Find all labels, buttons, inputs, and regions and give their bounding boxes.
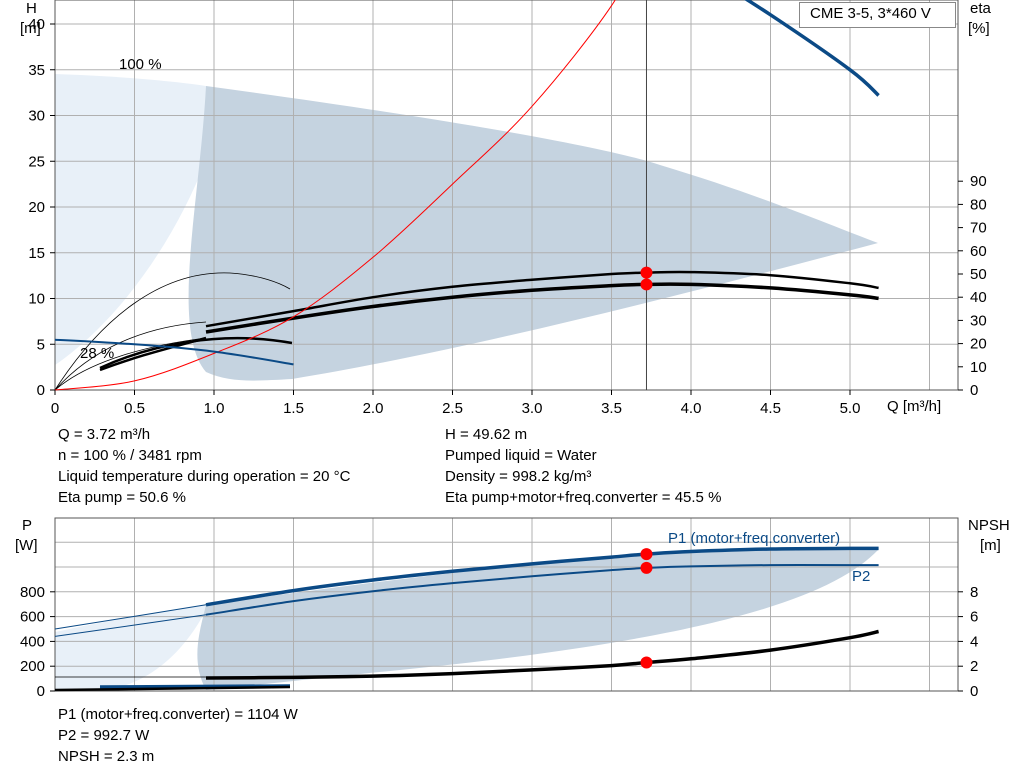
- x-tick-label-4: 4.0: [681, 400, 702, 417]
- h-tick-label-40: 40: [28, 16, 45, 33]
- h-tick-label-10: 10: [28, 291, 45, 308]
- head-region: [188, 86, 878, 381]
- p1-curve: [205, 546, 879, 607]
- npsh-tick-label-2: 2: [970, 658, 978, 675]
- npsh-tick-label-0: 0: [970, 683, 978, 700]
- info-q: Q = 3.72 m³/h: [58, 426, 151, 443]
- p1-marker: [640, 548, 653, 561]
- info-eta-pump: Eta pump = 50.6 %: [58, 489, 186, 506]
- p2-curve-thin: [54, 614, 207, 637]
- model-label: CME 3-5, 3*460 V: [810, 5, 931, 22]
- npsh-marker: [640, 656, 653, 669]
- eta-axis-label: eta: [970, 0, 991, 17]
- npsh-axis-unit: [m]: [980, 537, 1001, 554]
- eta-tick-label-70: 70: [970, 220, 987, 237]
- p-tick-label-400: 400: [20, 633, 45, 650]
- p2-curve-label: P2: [852, 568, 871, 585]
- h-tick-label-20: 20: [28, 199, 45, 216]
- info-p1: P1 (motor+freq.converter) = 1104 W: [58, 706, 298, 723]
- h-tick-label-5: 5: [37, 336, 45, 353]
- info-npsh: NPSH = 2.3 m: [58, 748, 155, 765]
- x-tick-label-5: 5.0: [840, 400, 861, 417]
- info-temperature: Liquid temperature during operation = 20…: [58, 468, 351, 485]
- power-region-light: [55, 605, 206, 690]
- info-n: n = 100 % / 3481 rpm: [58, 447, 202, 464]
- p-tick-label-800: 800: [20, 584, 45, 601]
- npsh-tick-label-6: 6: [970, 609, 978, 626]
- h-tick-label-35: 35: [28, 62, 45, 79]
- eta-tick-label-90: 90: [970, 173, 987, 190]
- info-density: Density = 998.2 kg/m³: [445, 468, 592, 485]
- eta-tick-label-30: 30: [970, 312, 987, 329]
- eta-tick-label-50: 50: [970, 266, 987, 283]
- curve-28: [54, 338, 294, 366]
- p2-marker: [640, 561, 653, 574]
- x-tick-label-4.5: 4.5: [760, 400, 781, 417]
- x-tick-label-2: 2.0: [363, 400, 384, 417]
- eta-total-curve: [205, 282, 879, 334]
- head-region-light: [55, 74, 206, 365]
- eta-curve-thin-upper: [54, 272, 291, 391]
- eta-curve-thin-low: [54, 337, 207, 391]
- eta-tick-label-0: 0: [970, 382, 978, 399]
- h-tick-label-25: 25: [28, 153, 45, 170]
- h-tick-label-30: 30: [28, 108, 45, 125]
- eta-curve-thin-mid: [54, 321, 207, 391]
- head-axes: 0 0.5 1.0 1.5 2.0 2.5 3.0 3.5 4.0 4.5 5.0 0 5 10 15 20 2…: [28, 16, 987, 417]
- x-tick-label-1: 1.0: [204, 400, 225, 417]
- eta-pump-marker: [640, 266, 653, 279]
- eta-tick-label-40: 40: [970, 289, 987, 306]
- eta-curve-28-thick-b: [99, 336, 207, 372]
- h-axis-label: H: [26, 0, 37, 17]
- p-tick-label-200: 200: [20, 658, 45, 675]
- info-p2: P2 = 992.7 W: [58, 727, 150, 744]
- info-h: H = 49.62 m: [445, 426, 528, 443]
- head-frame: [54, 0, 959, 391]
- p-axis-label: P: [22, 517, 33, 534]
- p1-curve-label: P1 (motor+freq.converter): [668, 530, 841, 547]
- x-tick-label-0.5: 0.5: [124, 400, 145, 417]
- power-chart: 0 200 400 600 800 0 2 4 6 8: [20, 517, 978, 700]
- eta-tick-label-60: 60: [970, 243, 987, 260]
- npsh-curve-28: [54, 685, 291, 692]
- eta-tick-label-10: 10: [970, 359, 987, 376]
- x-tick-label-1.5: 1.5: [283, 400, 304, 417]
- npsh-tick-label-8: 8: [970, 584, 978, 601]
- eta-tick-label-20: 20: [970, 336, 987, 353]
- power-axes: 0 200 400 600 800 0 2 4 6 8: [20, 584, 978, 700]
- power-region: [197, 549, 879, 690]
- h-axis-unit: [m]: [20, 20, 41, 37]
- curve-label-100: 100 %: [119, 56, 162, 73]
- p-axis-unit: [W]: [15, 537, 38, 554]
- x-tick-label-2.5: 2.5: [442, 400, 463, 417]
- info-liquid: Pumped liquid = Water: [445, 447, 597, 464]
- eta-axis-unit: [%]: [968, 20, 990, 37]
- npsh-tick-label-4: 4: [970, 633, 978, 650]
- npsh-curve: [205, 629, 879, 680]
- eta-tick-label-80: 80: [970, 196, 987, 213]
- x-tick-label-3.5: 3.5: [601, 400, 622, 417]
- head-chart: 0 0.5 1.0 1.5 2.0 2.5 3.0 3.5 4.0 4.5 5.0 0 5 10 15 20 2…: [28, 0, 987, 417]
- power-frame: [54, 517, 959, 692]
- p-tick-label-600: 600: [20, 609, 45, 626]
- x-tick-label-0: 0: [51, 400, 59, 417]
- p1-curve-thin: [54, 604, 207, 630]
- p-tick-label-0: 0: [37, 683, 45, 700]
- x-tick-label-3: 3.0: [522, 400, 543, 417]
- eta-total-marker: [640, 278, 653, 291]
- p2-curve: [205, 564, 879, 616]
- h-tick-label-15: 15: [28, 245, 45, 262]
- curve-label-28: 28 %: [80, 345, 115, 362]
- system-curve: [54, 0, 616, 391]
- h-tick-label-0: 0: [37, 382, 45, 399]
- eta-pump-curve: [205, 270, 879, 328]
- curve-100: [744, 0, 880, 97]
- x-axis-label: Q [m³/h]: [887, 398, 942, 415]
- model-label-box: [799, 2, 956, 28]
- info-eta-total: Eta pump+motor+freq.converter = 45.5 %: [445, 489, 722, 506]
- npsh-axis-label: NPSH: [968, 517, 1010, 534]
